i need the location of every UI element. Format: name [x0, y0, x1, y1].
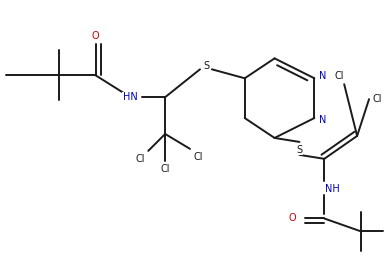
Text: HN: HN [123, 92, 138, 102]
Text: N: N [319, 115, 326, 125]
Text: S: S [203, 61, 209, 71]
Text: Cl: Cl [193, 152, 203, 162]
Text: Cl: Cl [136, 154, 145, 164]
Text: O: O [92, 30, 99, 40]
Text: Cl: Cl [160, 164, 170, 174]
Text: N: N [319, 71, 326, 81]
Text: Cl: Cl [372, 94, 382, 104]
Text: Cl: Cl [334, 71, 344, 81]
Text: S: S [296, 145, 303, 155]
Text: NH: NH [325, 184, 339, 194]
Text: O: O [289, 214, 296, 224]
